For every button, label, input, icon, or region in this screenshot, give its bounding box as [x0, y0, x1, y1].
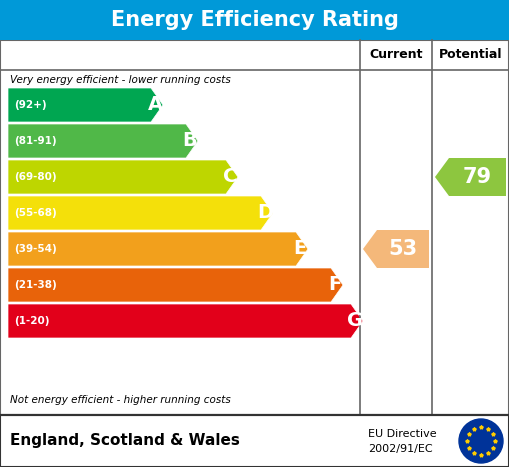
- Text: 2002/91/EC: 2002/91/EC: [368, 444, 433, 454]
- Text: 53: 53: [388, 239, 417, 259]
- Bar: [0, 0, 509, 40]
- Text: (69-80): (69-80): [14, 172, 56, 182]
- Text: F: F: [328, 276, 342, 295]
- Text: (39-54): (39-54): [14, 244, 56, 254]
- Text: B: B: [183, 132, 197, 150]
- Text: (55-68): (55-68): [14, 208, 56, 218]
- Text: Not energy efficient - higher running costs: Not energy efficient - higher running co…: [10, 395, 231, 405]
- Text: 79: 79: [463, 167, 492, 187]
- Polygon shape: [8, 196, 273, 230]
- Text: E: E: [293, 240, 306, 259]
- Polygon shape: [8, 232, 308, 266]
- Text: EU Directive: EU Directive: [368, 429, 437, 439]
- Text: (81-91): (81-91): [14, 136, 56, 146]
- Bar: [0, 415, 509, 467]
- Text: C: C: [223, 168, 237, 186]
- Text: Energy Efficiency Rating: Energy Efficiency Rating: [110, 10, 399, 30]
- Text: (1-20): (1-20): [14, 316, 49, 326]
- Text: D: D: [257, 204, 273, 222]
- Polygon shape: [8, 88, 163, 122]
- Text: A: A: [148, 95, 162, 114]
- Polygon shape: [8, 160, 238, 194]
- Text: (21-38): (21-38): [14, 280, 56, 290]
- Text: (92+): (92+): [14, 100, 47, 110]
- Polygon shape: [363, 230, 429, 268]
- Circle shape: [459, 419, 503, 463]
- Polygon shape: [435, 158, 506, 196]
- Text: Current: Current: [369, 49, 423, 62]
- Polygon shape: [8, 304, 363, 338]
- Polygon shape: [8, 268, 343, 302]
- Text: G: G: [347, 311, 363, 331]
- Bar: [0, 40, 509, 415]
- Polygon shape: [8, 124, 198, 158]
- Text: Potential: Potential: [439, 49, 502, 62]
- Text: England, Scotland & Wales: England, Scotland & Wales: [10, 433, 240, 448]
- Text: Very energy efficient - lower running costs: Very energy efficient - lower running co…: [10, 75, 231, 85]
